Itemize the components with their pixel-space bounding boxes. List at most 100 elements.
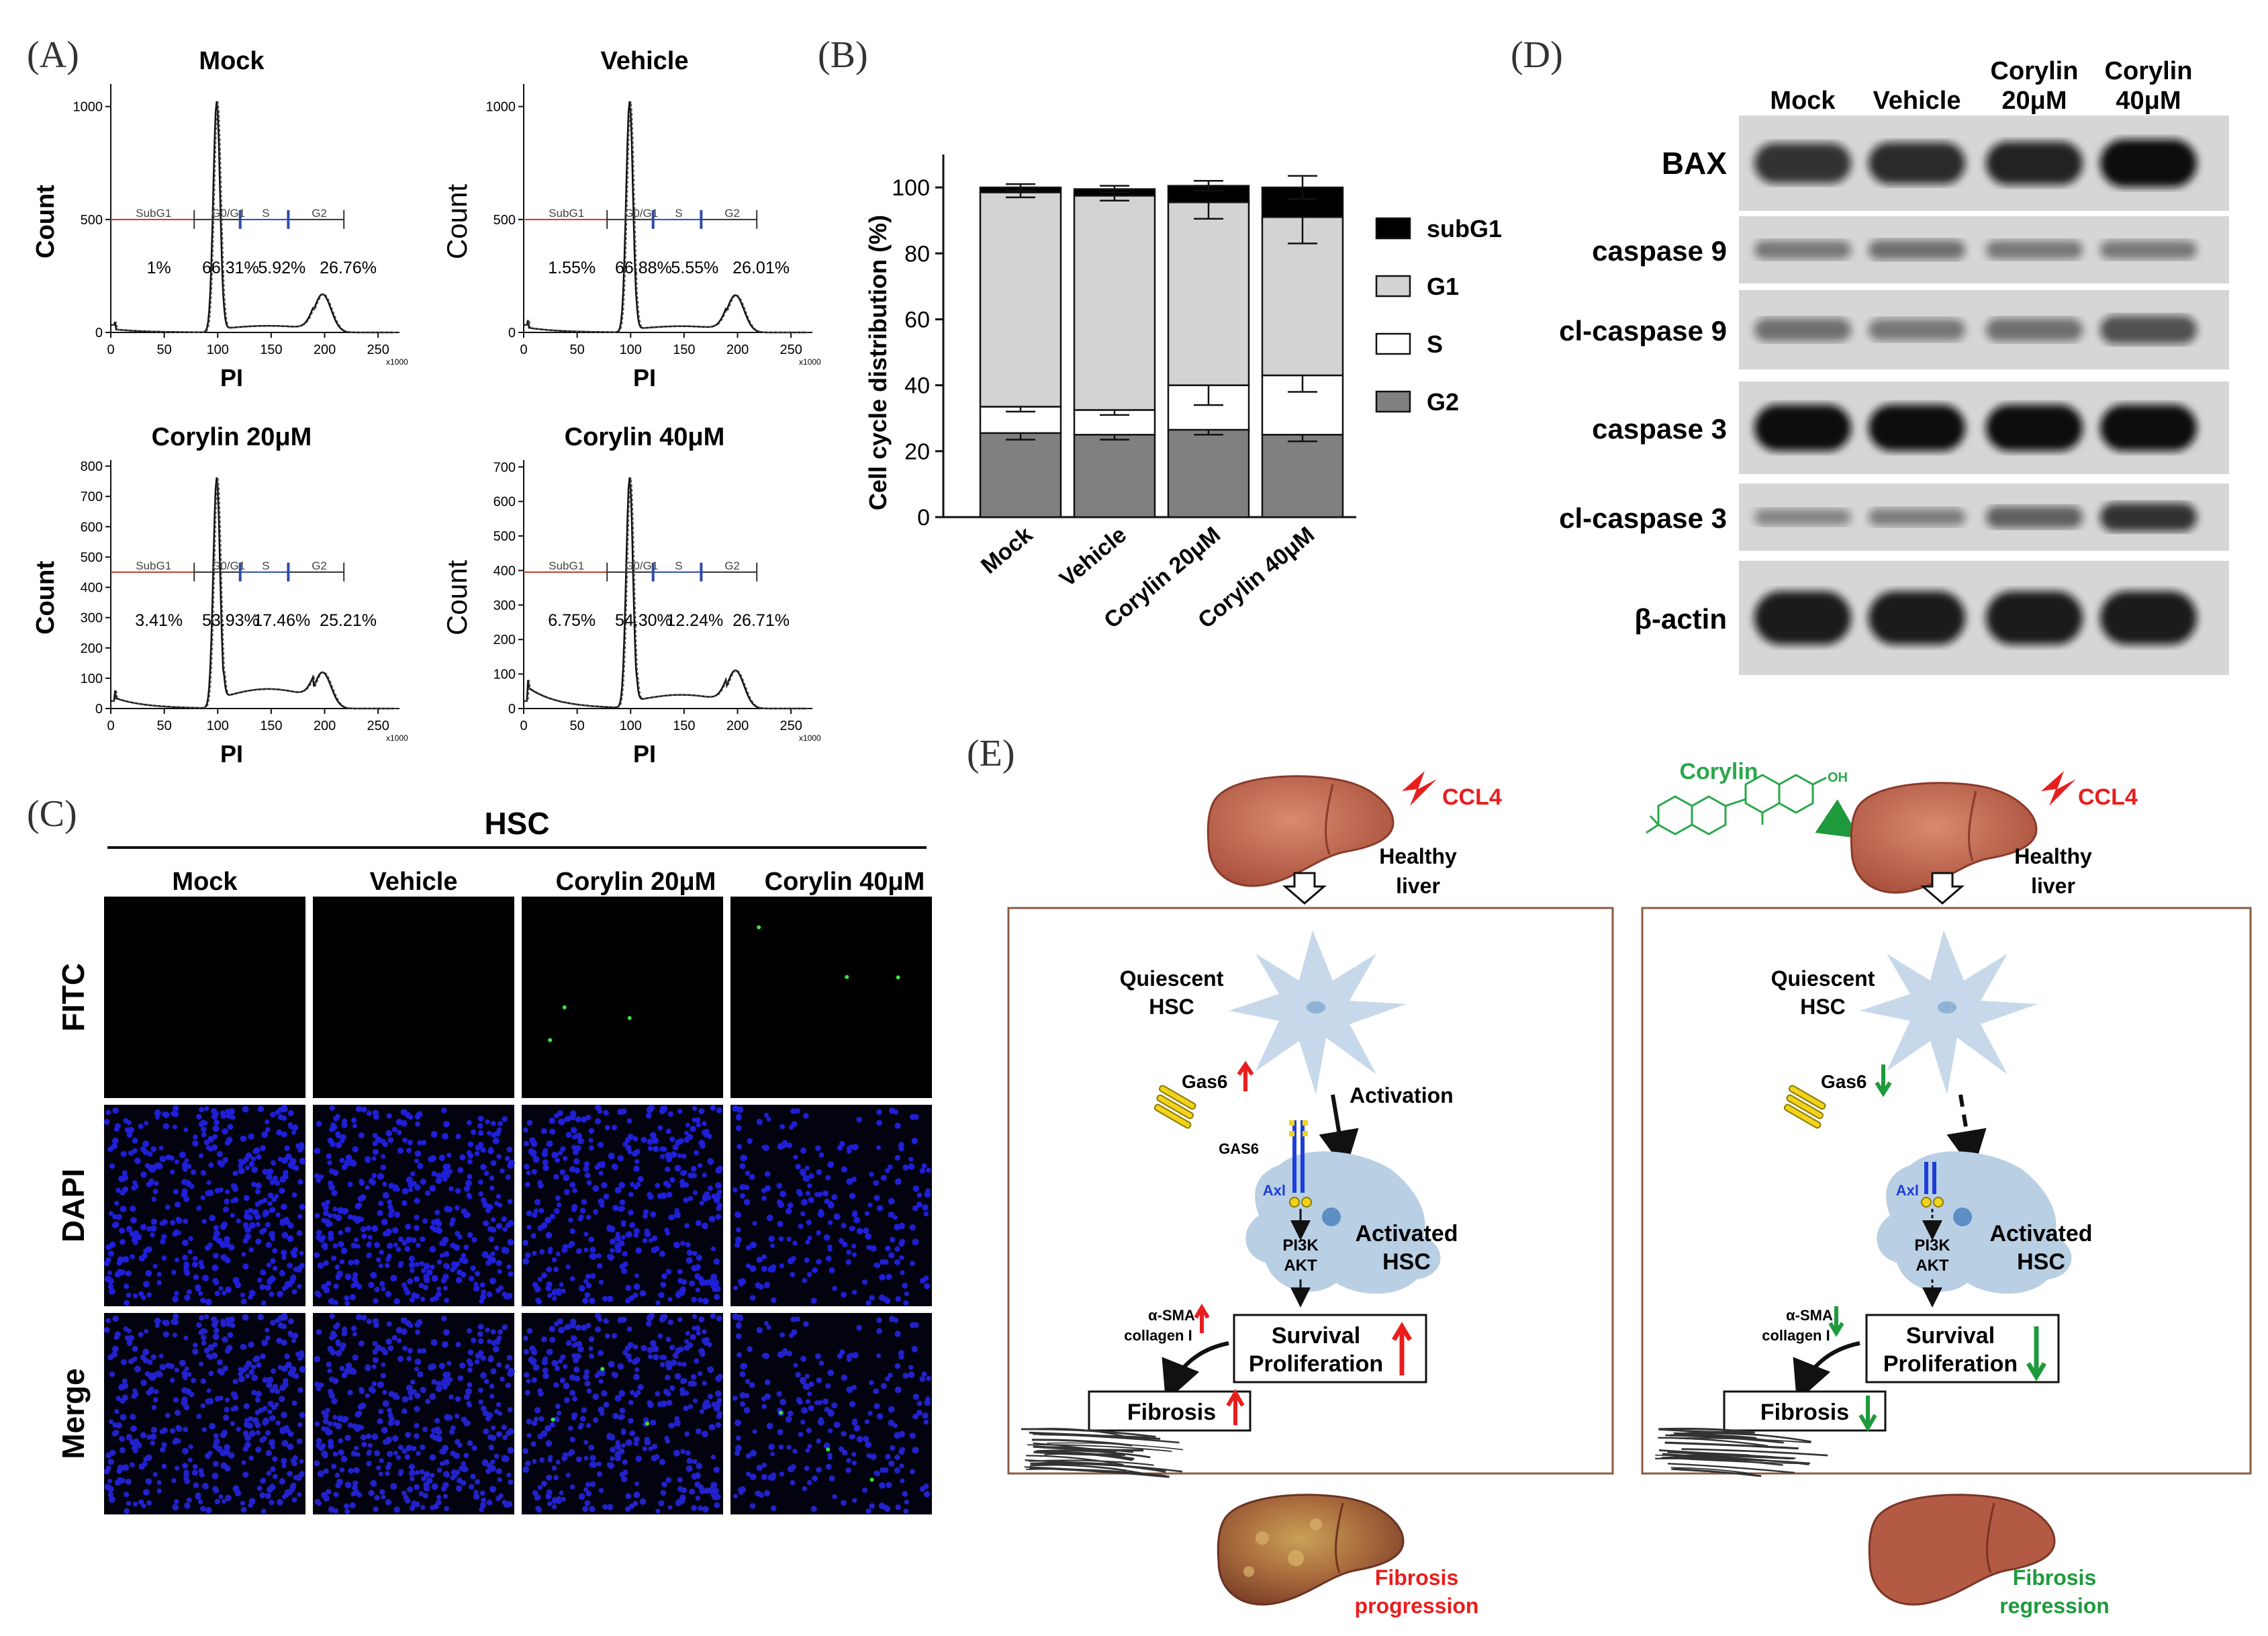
nucleus-dot	[592, 1185, 600, 1192]
nucleus-dot	[261, 1339, 269, 1347]
nucleus-dot	[107, 1486, 114, 1492]
nucleus-dot	[201, 1219, 207, 1224]
nucleus-dot	[316, 1328, 322, 1335]
nucleus-dot	[266, 1470, 272, 1476]
nucleus-dot	[589, 1273, 596, 1279]
nucleus-dot	[508, 1480, 514, 1485]
fitc-signal-dot	[869, 1478, 874, 1482]
collagen-fiber	[1667, 1451, 1796, 1459]
nucleus-dot	[218, 1494, 224, 1500]
nucleus-dot	[393, 1419, 401, 1426]
nucleus-dot	[128, 1358, 134, 1365]
nucleus-dot	[634, 1436, 640, 1443]
nucleus-dot	[633, 1283, 641, 1290]
nucleus-dot	[446, 1152, 452, 1158]
nucleus-dot	[629, 1430, 636, 1437]
nucleus-dot	[652, 1443, 658, 1449]
nucleus-dot	[763, 1320, 769, 1326]
nucleus-dot	[334, 1264, 340, 1270]
nucleus-dot	[171, 1110, 177, 1117]
nucleus-dot	[314, 1381, 320, 1387]
nucleus-dot	[152, 1397, 158, 1403]
nucleus-dot	[198, 1260, 204, 1265]
nucleus-dot	[551, 1152, 558, 1158]
histogram-overlay	[112, 477, 395, 709]
nucleus-dot	[172, 1504, 179, 1511]
nucleus-dot	[894, 1178, 902, 1185]
nucleus-dot	[489, 1486, 496, 1493]
y-tick-label: 600	[81, 520, 103, 535]
nucleus-dot	[823, 1234, 831, 1241]
nucleus-dot	[317, 1262, 324, 1269]
nucleus-dot	[353, 1467, 360, 1473]
nucleus-dot	[549, 1336, 556, 1343]
down-arrow-icon	[1920, 872, 1965, 905]
nucleus-dot	[507, 1199, 513, 1204]
nucleus-dot	[851, 1243, 857, 1249]
nucleus-dot	[625, 1285, 632, 1291]
nucleus-dot	[471, 1129, 477, 1136]
x-tick-label: 50	[570, 343, 585, 357]
nucleus-dot	[342, 1416, 349, 1422]
nucleus-dot	[331, 1189, 338, 1197]
pi3k-label-left: PI3K	[1282, 1236, 1319, 1255]
nucleus-dot	[745, 1263, 751, 1269]
nucleus-dot	[495, 1193, 502, 1199]
nucleus-dot	[321, 1242, 328, 1249]
nucleus-dot	[749, 1449, 757, 1457]
nucleus-dot	[570, 1127, 577, 1134]
nucleus-dot	[277, 1322, 284, 1328]
nucleus-dot	[761, 1473, 767, 1480]
nucleus-dot	[350, 1451, 357, 1457]
nucleus-dot	[849, 1401, 856, 1408]
asma-label-right: α-SMA	[1786, 1307, 1833, 1324]
nucleus-dot	[782, 1140, 788, 1146]
blot-strip-5	[1739, 561, 2229, 675]
x-axis-label: PI	[633, 364, 656, 392]
nucleus-dot	[207, 1242, 213, 1248]
healthy-liver-right	[1850, 782, 2038, 894]
nucleus-dot	[201, 1126, 207, 1132]
lightning-icon	[2041, 771, 2076, 806]
nucleus-dot	[243, 1156, 249, 1163]
nucleus-dot	[673, 1449, 680, 1457]
nucleus-dot	[114, 1271, 122, 1278]
nucleus-dot	[902, 1283, 908, 1289]
nucleus-dot	[147, 1359, 153, 1365]
nucleus-dot	[698, 1298, 703, 1303]
nucleus-dot	[674, 1416, 679, 1421]
nucleus-dot	[908, 1365, 914, 1370]
nucleus-dot	[522, 1466, 529, 1473]
nucleus-dot	[150, 1225, 157, 1232]
nucleus-dot	[271, 1405, 277, 1410]
nucleus-dot	[269, 1179, 275, 1185]
histogram-overlay	[112, 101, 395, 333]
nucleus-dot	[778, 1444, 784, 1450]
nucleus-dot	[865, 1508, 871, 1514]
collagen-fiber	[1025, 1428, 1127, 1438]
nucleus-dot	[683, 1390, 690, 1396]
nucleus-dot	[255, 1430, 261, 1435]
gate-label: G0/G1	[624, 559, 658, 572]
nucleus-dot	[187, 1457, 193, 1463]
nucleus-dot	[297, 1422, 303, 1428]
nucleus-dot	[238, 1367, 243, 1372]
blot-column-label: Corylin	[2105, 57, 2193, 85]
gate-label: G0/G1	[624, 207, 658, 220]
nucleus-dot	[396, 1130, 402, 1136]
nucleus-dot	[559, 1490, 564, 1496]
nucleus-dot	[230, 1322, 236, 1328]
nucleus-dot	[402, 1137, 408, 1143]
nucleus-dot	[205, 1298, 212, 1306]
nucleus-dot	[120, 1189, 126, 1196]
nucleus-dot	[414, 1150, 422, 1157]
blot-row-label: β-actin	[1634, 603, 1727, 635]
nucleus-dot	[575, 1248, 582, 1255]
nucleus-dot	[214, 1187, 220, 1193]
nucleus-dot	[672, 1352, 679, 1359]
nucleus-dot	[535, 1506, 541, 1512]
nucleus-dot	[107, 1251, 114, 1257]
nucleus-dot	[326, 1153, 332, 1160]
nucleus-dot	[495, 1402, 502, 1408]
nucleus-dot	[865, 1300, 871, 1306]
